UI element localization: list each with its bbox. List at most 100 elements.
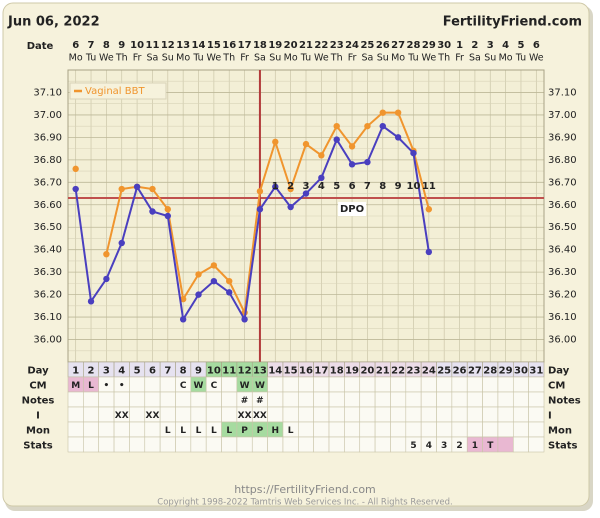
- series-point: [318, 174, 325, 182]
- table-cell: [113, 391, 130, 408]
- series-point: [302, 140, 310, 148]
- table-cell: [175, 391, 192, 408]
- table-cell: [83, 406, 100, 423]
- cell-text: 5: [410, 441, 416, 451]
- table-cell: [175, 436, 192, 453]
- legend-box: [69, 82, 167, 100]
- table-cell: [374, 406, 391, 423]
- table-cell: [282, 391, 299, 408]
- day-number: 26: [453, 366, 467, 377]
- weekday: Th: [222, 53, 235, 64]
- table-cell: [466, 376, 483, 393]
- table-cell: [159, 436, 176, 453]
- table-cell: [328, 406, 345, 423]
- row-label: CM: [29, 381, 46, 392]
- cell-text: XX: [115, 411, 129, 421]
- cell-text: H: [272, 426, 280, 436]
- weekday: We: [529, 53, 544, 64]
- date-number: 8: [103, 40, 110, 51]
- y-tick-label: 36.40: [33, 245, 62, 256]
- y-tick-label: 36.60: [33, 200, 62, 211]
- day-number: 8: [180, 366, 187, 377]
- cell-text: #: [256, 396, 264, 406]
- table-cell: [512, 436, 529, 453]
- table-cell: [298, 376, 314, 393]
- date-label: Date: [27, 41, 54, 52]
- series-point: [179, 316, 187, 323]
- row-label: Stats: [23, 441, 53, 452]
- row-label-right: I: [548, 411, 552, 422]
- series-point: [164, 206, 172, 213]
- day-label: Day: [27, 366, 49, 377]
- table-cell: [390, 436, 407, 453]
- table-cell: [129, 421, 146, 438]
- table-cell: [528, 421, 545, 438]
- table-cell: [420, 376, 437, 393]
- day-number: 24: [422, 366, 436, 377]
- table-cell: [83, 391, 100, 408]
- table-cell: [144, 436, 161, 453]
- table-cell: [298, 406, 314, 423]
- table-cell: [98, 406, 115, 423]
- table-cell: [267, 376, 284, 393]
- table-cell: [159, 406, 176, 423]
- weekday: We: [99, 53, 114, 64]
- weekday: Th: [437, 53, 450, 64]
- table-cell: [282, 376, 299, 393]
- table-cell: [113, 436, 130, 453]
- series-point: [379, 109, 386, 116]
- y-tick-label-right: 36.90: [548, 132, 577, 143]
- y-tick-label: 37.10: [33, 87, 62, 98]
- day-number: 16: [299, 366, 313, 377]
- cell-text: XX: [238, 411, 252, 421]
- date-number: 13: [176, 40, 190, 51]
- weekday: Th: [115, 53, 128, 64]
- y-tick-label: 36.90: [33, 132, 62, 143]
- footer-url: https://FertilityFriend.com: [234, 483, 376, 496]
- day-number: 19: [345, 366, 359, 377]
- date-number: 2: [471, 40, 478, 51]
- series-point: [118, 185, 125, 193]
- table-cell: [420, 391, 437, 408]
- day-number: 1: [72, 366, 79, 377]
- y-tick-label-right: 36.00: [548, 335, 577, 346]
- table-cell: [83, 421, 100, 438]
- day-number: 21: [376, 366, 390, 377]
- y-tick-label-right: 36.10: [548, 312, 577, 323]
- dpo-number: 9: [395, 181, 402, 192]
- table-cell: [512, 376, 529, 393]
- series-point: [226, 289, 233, 296]
- date-number: 23: [330, 40, 344, 51]
- cell-text: T: [487, 441, 494, 451]
- row-label: Mon: [26, 426, 50, 437]
- dpo-label-bg: [338, 202, 367, 217]
- date-number: 28: [407, 40, 421, 51]
- cell-text: XX: [253, 411, 267, 421]
- series-point: [118, 239, 125, 247]
- cell-text: P: [241, 426, 248, 436]
- table-cell: [98, 391, 115, 408]
- date-number: 14: [192, 40, 206, 51]
- table-cell: [190, 391, 207, 408]
- cell-text: L: [88, 381, 94, 391]
- weekday: Su: [377, 53, 389, 64]
- cell-text: •: [119, 381, 125, 391]
- table-cell: [512, 391, 529, 408]
- weekday: Fr: [133, 53, 142, 64]
- table-cell: [344, 406, 361, 423]
- table-cell: [113, 421, 130, 438]
- cell-text: P: [257, 426, 264, 436]
- weekday: Tu: [192, 53, 203, 64]
- cell-text: L: [180, 426, 186, 436]
- table-cell: [83, 436, 100, 453]
- table-cell: [328, 376, 345, 393]
- series-point: [272, 183, 279, 190]
- table-cell: [466, 391, 483, 408]
- table-cell: [313, 376, 330, 393]
- table-cell: [451, 406, 468, 423]
- day-number: 13: [253, 366, 267, 377]
- table-cell: [405, 421, 422, 438]
- series-point: [195, 271, 202, 278]
- series-point: [318, 152, 325, 159]
- day-number: 22: [391, 366, 405, 377]
